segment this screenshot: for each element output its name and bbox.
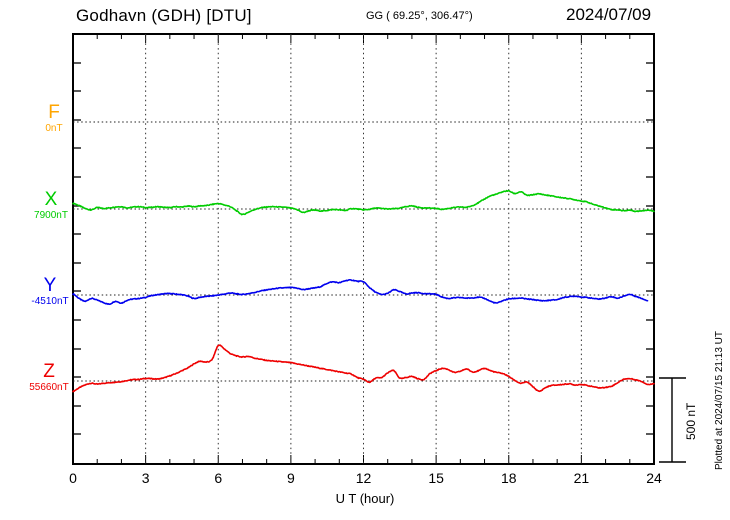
component-name-x: X: [44, 189, 58, 210]
x-tick-label-0: 0: [69, 470, 77, 486]
component-name-y: Y: [43, 275, 57, 296]
x-tick-label-15: 15: [428, 470, 444, 486]
x-axis-title: U T (hour): [335, 491, 395, 506]
x-tick-label-24: 24: [646, 470, 662, 486]
x-tick-label-6: 6: [214, 470, 223, 486]
component-label-y: Y -4510nT: [16, 276, 84, 307]
observation-date: 2024/07/09: [566, 5, 652, 24]
x-tick-label-21: 21: [573, 470, 590, 486]
component-baseline-x: 7900nT: [34, 210, 68, 221]
plotted-at-timestamp: Plotted at 2024/07/15 21:13 UT: [714, 331, 725, 470]
component-label-f: F 0nT: [24, 103, 84, 134]
component-baseline-f: 0nT: [45, 123, 63, 134]
x-tick-label-18: 18: [500, 470, 517, 486]
component-name-f: F: [48, 102, 60, 123]
x-tick-label-9: 9: [286, 470, 295, 486]
station-coordinates: GG ( 69.25°, 306.47°): [366, 10, 473, 22]
station-title: Godhavn (GDH) [DTU]: [76, 6, 252, 25]
component-label-z: Z 55660nT: [14, 362, 84, 393]
component-baseline-z: 55660nT: [29, 382, 69, 393]
plot-frame: [72, 33, 655, 465]
component-baseline-y: -4510nT: [31, 296, 69, 307]
scale-bar-label: 500 nT: [684, 402, 698, 440]
component-name-z: Z: [43, 361, 55, 382]
x-tick-label-12: 12: [355, 470, 372, 486]
x-tick-label-3: 3: [141, 470, 150, 486]
component-label-x: X 7900nT: [18, 190, 84, 221]
scale-bar: [659, 377, 686, 463]
